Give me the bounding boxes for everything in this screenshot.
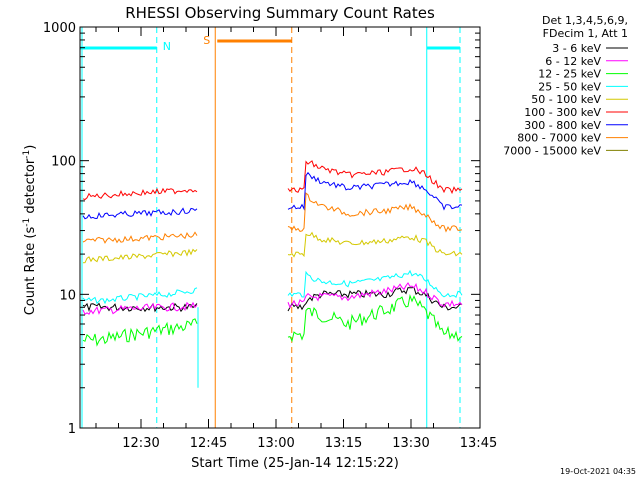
series-trace-4 xyxy=(287,269,463,299)
y-tick-label: 10 xyxy=(59,288,76,303)
x-tick-label: 13:45 xyxy=(460,436,497,451)
legend-header-line1: Det 1,3,4,5,6,9, xyxy=(542,14,628,27)
series-trace-5 xyxy=(287,231,463,258)
chart-title: RHESSI Observing Summary Count Rates xyxy=(125,4,435,22)
y-axis-label-part1: Count Rate (s xyxy=(23,227,38,316)
y-axis-label-part2: detector xyxy=(23,158,38,218)
y-axis-label-sup2: -1 xyxy=(22,150,32,159)
y-axis-label-part3: ) xyxy=(23,145,38,150)
y-tick-label: 100 xyxy=(51,155,76,170)
axes: 1 10 100 1000 12:30 12:45 13:00 13:15 13:30 13:45 xyxy=(43,21,497,451)
x-tick-label: 13:15 xyxy=(325,436,362,451)
series-trace-8 xyxy=(82,231,198,244)
y-axis-label: Count Rate (s-1 detector-1) xyxy=(22,145,38,316)
legend-label: 7000 - 15000 keV xyxy=(503,144,601,157)
series-trace-1 xyxy=(82,302,198,313)
series-trace-2 xyxy=(287,282,463,309)
legend-label: 100 - 300 keV xyxy=(524,106,601,119)
y-tick-label: 1 xyxy=(68,422,76,437)
series-trace-3 xyxy=(82,318,198,347)
legend-label: 12 - 25 keV xyxy=(538,68,601,81)
y-axis-label-sup1: -1 xyxy=(22,218,32,227)
legend: Det 1,3,4,5,6,9, FDecim 1, Att 1 3 - 6 k… xyxy=(503,14,628,157)
x-tick-label: 13:00 xyxy=(257,436,294,451)
series-trace-7 xyxy=(287,171,463,211)
legend-label: 25 - 50 keV xyxy=(538,80,601,93)
series-marks xyxy=(82,160,463,388)
x-tick-label: 13:30 xyxy=(392,436,429,451)
series-trace-7 xyxy=(82,207,198,220)
legend-label: 800 - 7000 keV xyxy=(517,132,601,145)
x-tick-label: 12:45 xyxy=(190,436,227,451)
legend-label: 3 - 6 keV xyxy=(552,42,601,55)
legend-label: 50 - 100 keV xyxy=(531,93,601,106)
generation-timestamp: 19-Oct-2021 04:35 xyxy=(560,467,636,476)
series-trace-6 xyxy=(82,187,198,201)
saa-label: S xyxy=(203,34,210,47)
series-trace-8 xyxy=(287,192,463,233)
y-tick-label: 1000 xyxy=(43,21,76,36)
series-trace-5 xyxy=(82,248,198,264)
plot-frame xyxy=(79,26,481,429)
series-trace-2 xyxy=(82,301,198,315)
series-trace-1 xyxy=(287,286,463,312)
x-axis-label: Start Time (25-Jan-14 12:15:22) xyxy=(191,456,399,471)
series-trace-4 xyxy=(82,287,198,305)
series-trace-3 xyxy=(287,293,463,343)
x-tick-label: 12:30 xyxy=(122,436,159,451)
legend-header-line2: FDecim 1, Att 1 xyxy=(543,27,628,40)
series-trace-6 xyxy=(287,160,463,195)
legend-label: 6 - 12 keV xyxy=(545,55,601,68)
legend-label: 300 - 800 keV xyxy=(524,119,601,132)
night-label: N xyxy=(163,40,171,53)
